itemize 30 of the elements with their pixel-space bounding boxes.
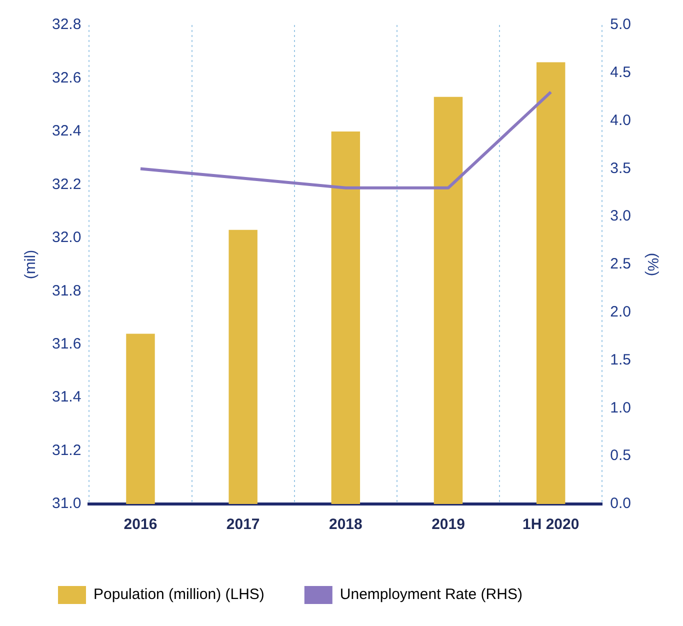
y2-tick-label: 3.0 — [610, 208, 632, 225]
y2-tick-label: 2.5 — [610, 256, 632, 273]
legend-label: Population (million) (LHS) — [94, 586, 264, 604]
x-tick-label: 2019 — [432, 516, 465, 534]
y-axis-title: (mil) — [22, 250, 40, 280]
x-tick-label: 1H 2020 — [522, 516, 580, 534]
y-tick-label: 31.0 — [52, 495, 82, 512]
y2-tick-label: 3.5 — [610, 160, 632, 177]
y-tick-label: 32.4 — [52, 122, 82, 140]
y-tick-label: 31.4 — [52, 388, 82, 406]
x-tick-label: 2016 — [124, 516, 158, 534]
y-tick-label: 32.2 — [52, 176, 82, 193]
y2-tick-label: 2.0 — [610, 304, 632, 321]
y-tick-label: 31.8 — [52, 282, 82, 300]
y2-tick-label: 4.5 — [610, 64, 632, 82]
y-tick-label: 32.6 — [52, 69, 82, 86]
y2-tick-label: 5.0 — [610, 16, 632, 34]
legend-label: Unemployment Rate (RHS) — [340, 586, 522, 604]
x-tick-label: 2018 — [328, 516, 362, 534]
y2-tick-label: 4.0 — [610, 112, 632, 129]
y-tick-label: 32.0 — [52, 229, 82, 246]
y-tick-label: 31.6 — [52, 335, 82, 352]
y2-tick-label: 0.5 — [610, 447, 632, 464]
x-tick-label: 2017 — [226, 516, 260, 534]
y2-tick-label: 0.0 — [610, 495, 632, 512]
y-tick-label: 31.2 — [52, 442, 82, 459]
y-tick-label: 32.8 — [52, 16, 82, 34]
y2-tick-label: 1.0 — [610, 399, 632, 416]
y2-axis-title: (%) — [644, 252, 661, 276]
y2-tick-label: 1.5 — [610, 351, 632, 368]
